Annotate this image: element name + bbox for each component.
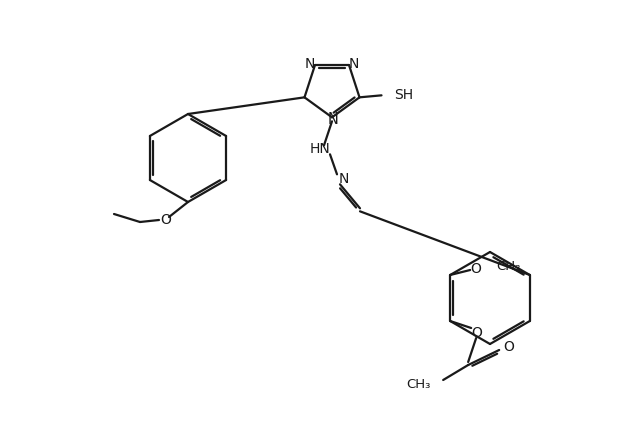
Text: CH₃: CH₃ [496, 259, 520, 273]
Text: HN: HN [310, 142, 330, 156]
Text: O: O [471, 262, 482, 276]
Text: N: N [305, 57, 315, 71]
Text: N: N [349, 57, 359, 71]
Text: O: O [472, 326, 483, 340]
Text: SH: SH [394, 88, 413, 102]
Text: N: N [328, 112, 339, 127]
Text: N: N [339, 172, 349, 186]
Text: CH₃: CH₃ [406, 378, 430, 392]
Text: O: O [504, 340, 515, 354]
Text: O: O [161, 213, 172, 227]
